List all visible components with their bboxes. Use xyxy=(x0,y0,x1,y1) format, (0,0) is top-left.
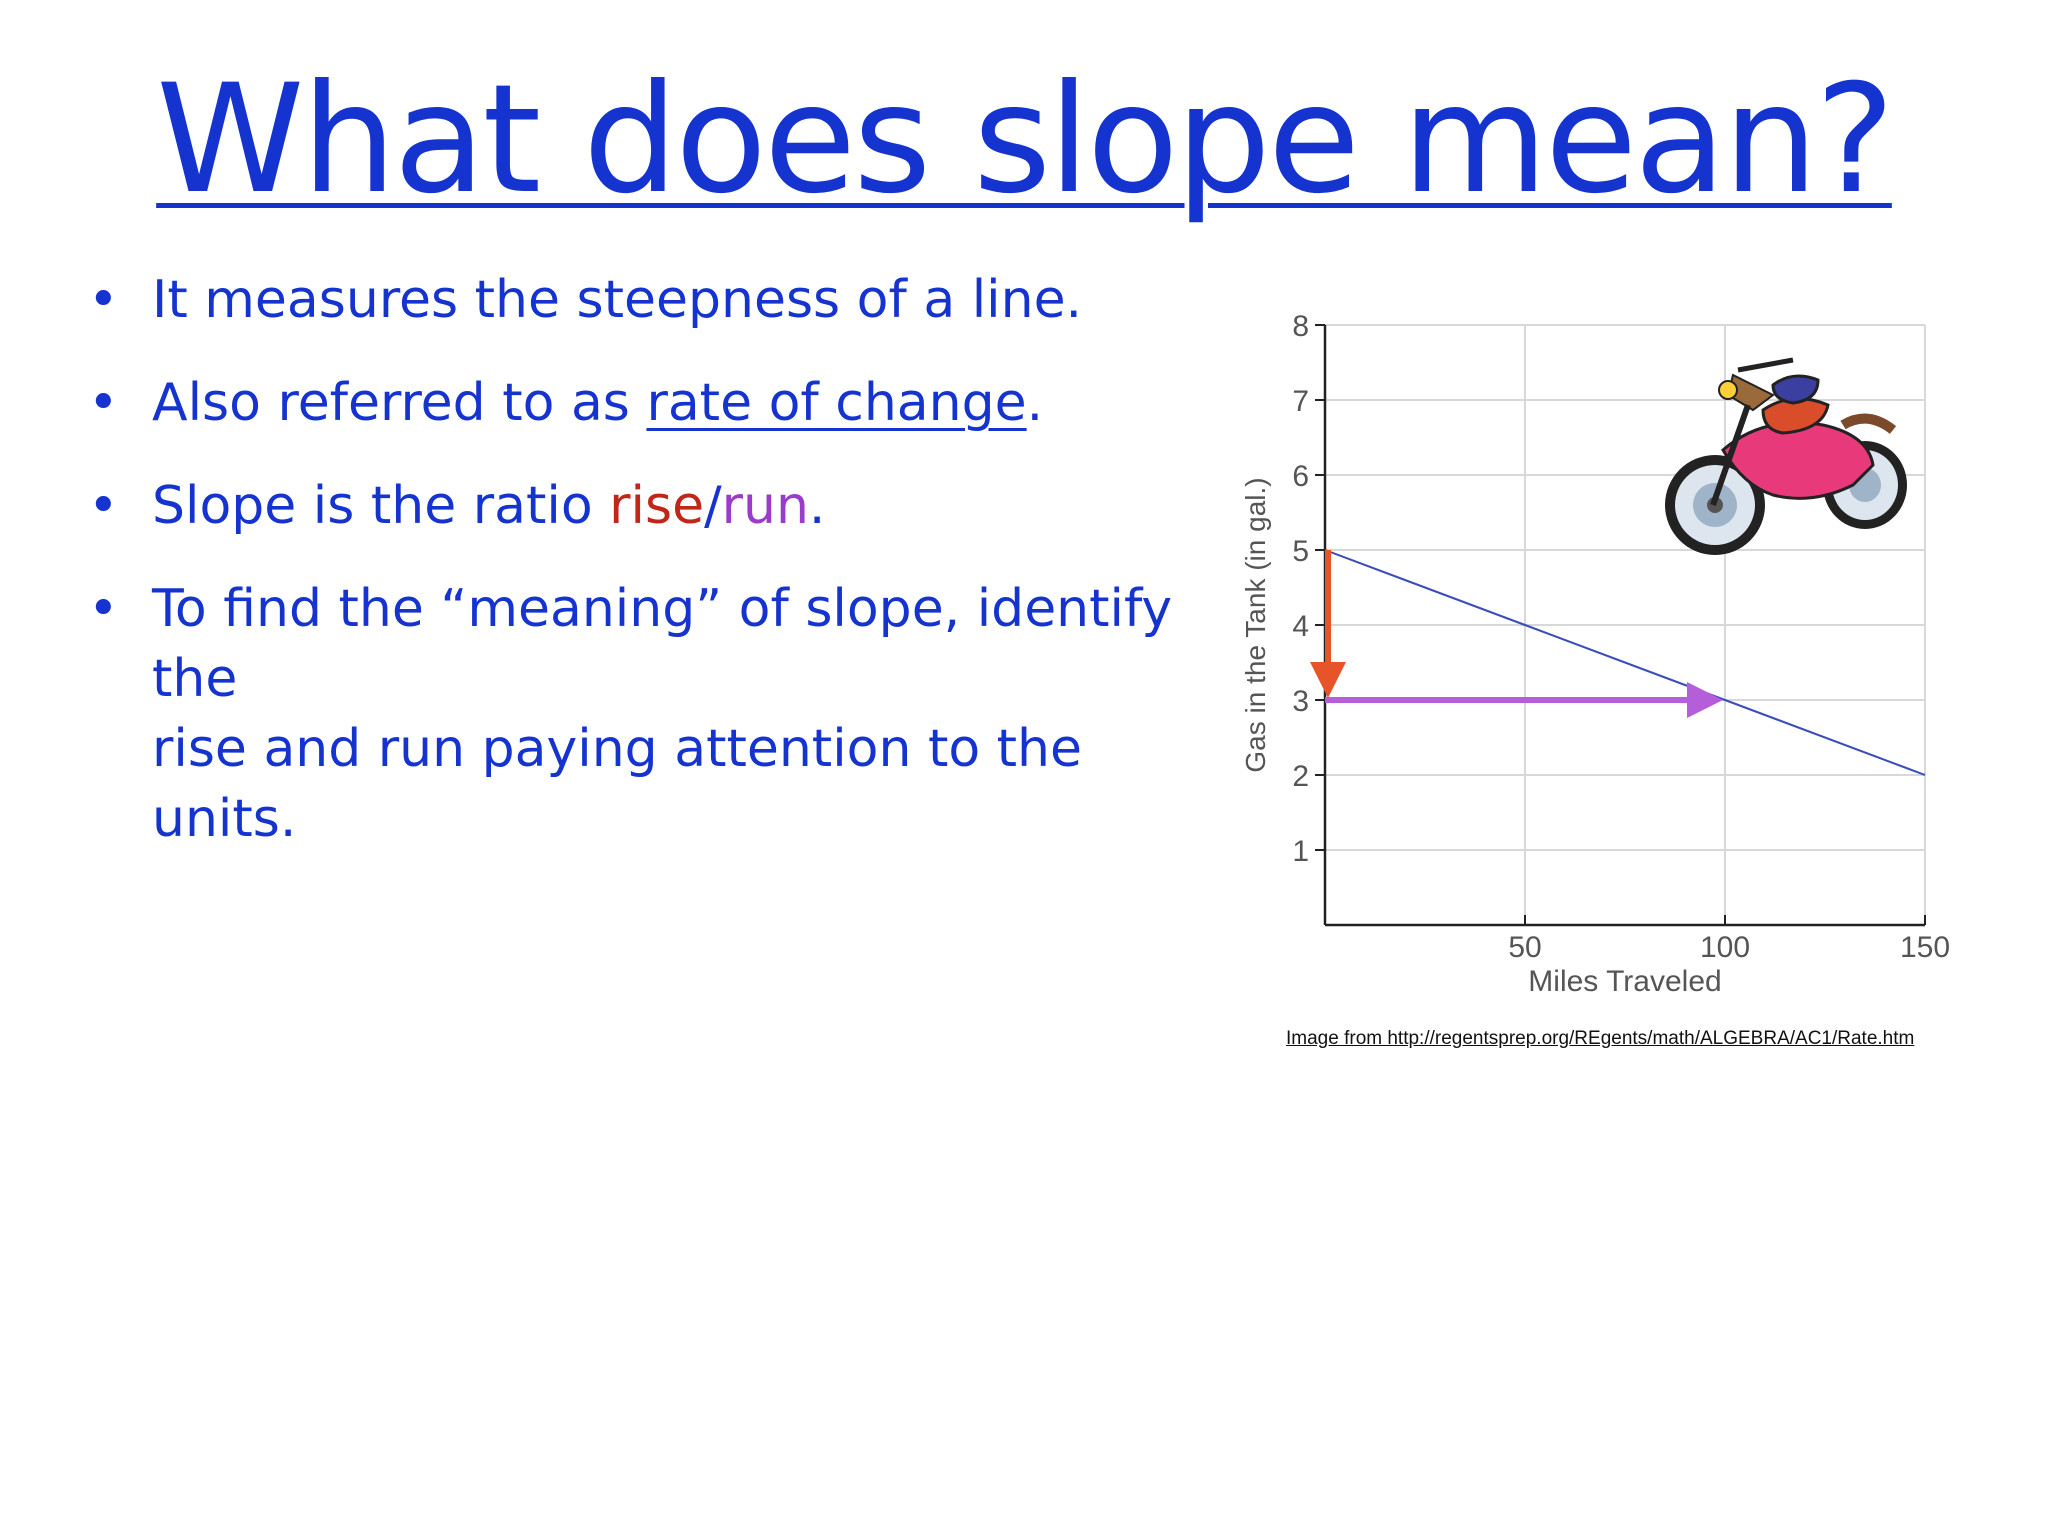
bullet-dot: • xyxy=(88,476,119,536)
bullet-text: / xyxy=(704,476,722,536)
bullet-list: • It measures the steepness of a line. • Al… xyxy=(88,265,1238,887)
chart-annotations xyxy=(1310,550,1723,718)
chart-grid xyxy=(1325,324,1926,925)
y-tick-label: 3 xyxy=(1292,685,1309,718)
bullet-item: • Also referred to as rate of change. xyxy=(88,368,1238,438)
bullet-item: • To find the “meaning” of slope, identif… xyxy=(88,574,1238,854)
y-axis-label: Gas in the Tank (in gal.) xyxy=(1240,477,1271,772)
x-tick-label: 100 xyxy=(1700,931,1750,964)
chart-series xyxy=(1324,549,1926,776)
x-tick-label: 50 xyxy=(1508,931,1541,964)
bullet-text: To find the “meaning” of slope, identify… xyxy=(152,579,1173,849)
chart-ticks: 1 2 3 4 5 6 7 8 50 100 150 xyxy=(1292,310,1950,964)
x-axis-label: Miles Traveled xyxy=(1528,965,1721,998)
bullet-dot: • xyxy=(88,373,119,433)
slide-title-text: What does slope mean? xyxy=(156,53,1895,227)
series-line xyxy=(1324,549,1926,776)
bullet-dot: • xyxy=(88,270,119,330)
y-tick-label: 2 xyxy=(1292,760,1309,793)
image-credit: Image from http://regentsprep.org/REgent… xyxy=(1286,1028,1915,1049)
y-tick-label: 4 xyxy=(1292,610,1309,643)
bullet-text: It measures the steepness of a line. xyxy=(152,270,1083,330)
y-tick-label: 5 xyxy=(1292,535,1309,568)
x-tick-label: 150 xyxy=(1900,931,1950,964)
bullet-text: rise xyxy=(609,476,705,536)
slide-title: What does slope mean? xyxy=(0,55,2048,225)
motorcycle-icon xyxy=(1665,357,1907,555)
y-tick-label: 6 xyxy=(1292,460,1309,493)
rate-of-change-term: rate of change xyxy=(646,373,1027,433)
bullet-text: run xyxy=(721,476,809,536)
bullet-item: • It measures the steepness of a line. xyxy=(88,265,1238,335)
bullet-text: . xyxy=(808,476,826,536)
bullet-text: . xyxy=(1026,373,1044,433)
y-tick-label: 7 xyxy=(1292,385,1309,418)
bullet-text: Also referred to as xyxy=(152,373,647,433)
slope-chart: 1 2 3 4 5 6 7 8 50 100 150 Miles Traveled Gas in t… xyxy=(1240,310,1950,998)
y-tick-label: 1 xyxy=(1292,835,1309,868)
y-tick-label: 8 xyxy=(1292,310,1309,343)
bullet-item: • Slope is the ratio rise/run. xyxy=(88,471,1238,541)
bullet-text: Slope is the ratio xyxy=(152,476,610,536)
bullet-dot: • xyxy=(88,579,119,639)
